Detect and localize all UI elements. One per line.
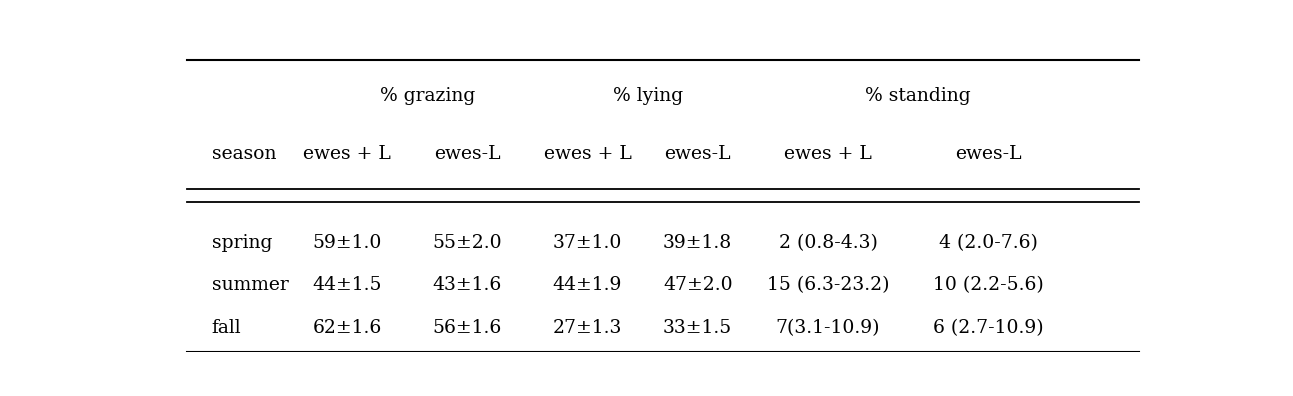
Text: 7(3.1-10.9): 7(3.1-10.9) — [776, 319, 881, 337]
Text: ewes-L: ewes-L — [665, 145, 731, 163]
Text: season: season — [212, 145, 277, 163]
Text: 39±1.8: 39±1.8 — [663, 234, 732, 252]
Text: 59±1.0: 59±1.0 — [313, 234, 381, 252]
Text: % lying: % lying — [613, 87, 683, 105]
Text: ewes-L: ewes-L — [434, 145, 500, 163]
Text: 56±1.6: 56±1.6 — [433, 319, 502, 337]
Text: ewes-L: ewes-L — [956, 145, 1021, 163]
Text: ewes + L: ewes + L — [784, 145, 871, 163]
Text: ewes + L: ewes + L — [303, 145, 390, 163]
Text: 6 (2.7-10.9): 6 (2.7-10.9) — [934, 319, 1043, 337]
Text: summer: summer — [212, 276, 288, 294]
Text: fall: fall — [212, 319, 242, 337]
Text: 44±1.5: 44±1.5 — [312, 276, 381, 294]
Text: % standing: % standing — [865, 87, 971, 105]
Text: 47±2.0: 47±2.0 — [663, 276, 733, 294]
Text: 44±1.9: 44±1.9 — [553, 276, 622, 294]
Text: 62±1.6: 62±1.6 — [313, 319, 381, 337]
Text: 2 (0.8-4.3): 2 (0.8-4.3) — [778, 234, 878, 252]
Text: 43±1.6: 43±1.6 — [433, 276, 502, 294]
Text: ewes + L: ewes + L — [543, 145, 631, 163]
Text: 37±1.0: 37±1.0 — [553, 234, 622, 252]
Text: 33±1.5: 33±1.5 — [663, 319, 732, 337]
Text: 27±1.3: 27±1.3 — [553, 319, 622, 337]
Text: 55±2.0: 55±2.0 — [432, 234, 502, 252]
Text: 4 (2.0-7.6): 4 (2.0-7.6) — [939, 234, 1038, 252]
Text: 15 (6.3-23.2): 15 (6.3-23.2) — [767, 276, 890, 294]
Text: % grazing: % grazing — [380, 87, 475, 105]
Text: spring: spring — [212, 234, 272, 252]
Text: 10 (2.2-5.6): 10 (2.2-5.6) — [934, 276, 1043, 294]
